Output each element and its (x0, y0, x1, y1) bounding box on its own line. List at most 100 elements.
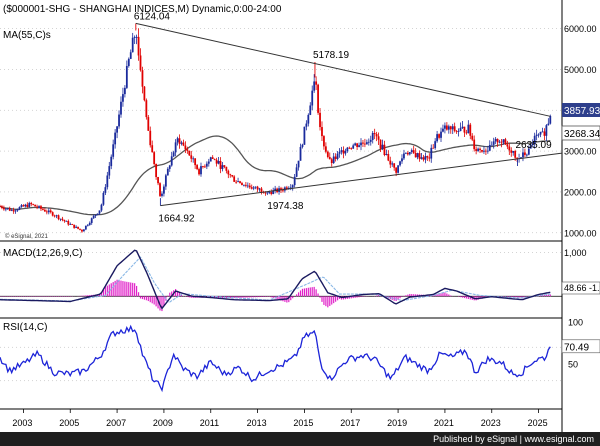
candle-body (404, 152, 407, 154)
candle-body (213, 158, 216, 160)
candle-body (4, 208, 7, 210)
candle-body (481, 149, 483, 152)
macd-pane: MACD(12,26,9,C) 1,000 48.66 -1.96 (0, 248, 600, 319)
candle-body (547, 123, 550, 126)
candle-body (282, 190, 284, 192)
candle-body (258, 188, 261, 190)
candle-body (65, 220, 68, 222)
candle-body (342, 150, 345, 154)
candle-body (403, 153, 405, 159)
x-tick-label: 2017 (340, 418, 360, 428)
candle-body (311, 90, 314, 106)
candle-body (133, 37, 136, 38)
candle-body (323, 136, 325, 147)
candle-body (18, 207, 21, 210)
candle-body (196, 165, 198, 170)
candle-body (51, 212, 54, 216)
candle-body (45, 211, 48, 213)
candle-body (219, 160, 222, 169)
candle-body (141, 70, 144, 87)
candle-body (484, 150, 487, 152)
price-annotation: 2635.09 (516, 140, 553, 151)
candles (0, 23, 552, 233)
x-tick-label: 2009 (153, 418, 173, 428)
candle-body (512, 151, 515, 153)
candle-body (344, 151, 347, 154)
candle-body (330, 159, 333, 164)
candle-body (383, 144, 386, 155)
rsi-pane: RSI(14,C) 100 50 70.49 (0, 318, 600, 410)
candle-body (14, 210, 17, 212)
candle-body (424, 156, 427, 160)
candle-body (47, 210, 50, 213)
candle-body (510, 150, 513, 153)
macd-title: MACD(12,26,9,C) (3, 248, 82, 259)
candle-body (120, 101, 122, 115)
candle-body (40, 206, 42, 209)
macd-value-label: 48.66 -1.96 (564, 283, 600, 293)
candle-body (61, 218, 64, 220)
candle-body (186, 149, 189, 151)
candle-body (55, 215, 58, 217)
candle-body (365, 142, 368, 145)
candle-body (447, 126, 450, 130)
candle-body (161, 193, 163, 196)
candle-body (256, 186, 259, 190)
candle-body (151, 145, 154, 153)
candle-body (445, 125, 448, 130)
candle-body (182, 142, 185, 146)
candle-body (30, 203, 33, 205)
candle-body (504, 139, 507, 145)
candle-body (420, 157, 423, 159)
candle-body (543, 131, 546, 136)
candle-body (57, 215, 60, 220)
candle-body (492, 141, 495, 145)
candle-body (12, 210, 15, 212)
candle-body (125, 65, 128, 88)
candle-body (129, 52, 132, 59)
candle-body (440, 131, 442, 138)
candle-body (340, 150, 343, 152)
candle-body (389, 160, 392, 165)
candle-body (375, 134, 378, 137)
candle-body (246, 185, 249, 187)
candle-body (104, 187, 107, 193)
y-tick-label: 3000.00 (564, 147, 597, 157)
candle-body (514, 151, 517, 158)
candle-body (465, 132, 468, 134)
candle-body (346, 147, 349, 152)
candle-body (301, 144, 304, 147)
candle-body (244, 184, 247, 186)
candle-body (143, 86, 146, 101)
ma-line (0, 135, 551, 216)
macd-y-tick: 1,000 (564, 248, 587, 258)
candle-body (369, 139, 372, 142)
candle-body (22, 205, 25, 207)
candle-body (336, 153, 339, 159)
rsi-value-badge: 70.49 (561, 339, 600, 353)
copyright-label: © eSignal, 2021 (5, 233, 48, 240)
candle-body (127, 58, 130, 66)
candle-body (221, 165, 224, 169)
candle-body (506, 144, 509, 147)
x-tick-label: 2011 (200, 418, 219, 428)
candle-body (285, 187, 288, 189)
candle-body (483, 150, 485, 152)
candle-body (356, 143, 359, 147)
candle-body (500, 141, 503, 143)
candle-body (270, 191, 273, 194)
candle-body (92, 215, 95, 219)
candle-body (16, 209, 19, 211)
candle-body (254, 186, 257, 188)
trendline (160, 152, 563, 207)
candle-body (38, 206, 40, 208)
annotations: 6124.04 5178.19 1664.92 1974.38 2635.09 (134, 11, 552, 224)
last-price-label: 3857.93 (564, 106, 600, 117)
candle-body (332, 156, 335, 164)
candle-body (444, 125, 446, 129)
candle-body (147, 117, 150, 131)
candle-body (414, 152, 417, 158)
candle-body (381, 144, 384, 149)
candle-body (170, 156, 173, 166)
